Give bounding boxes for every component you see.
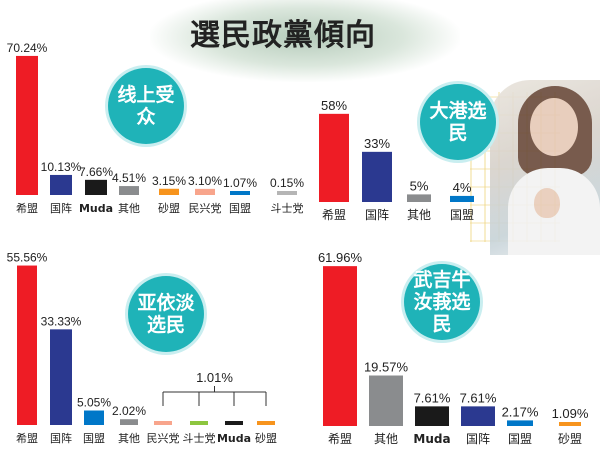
category-label-0-0: 希盟 — [16, 201, 38, 215]
value-label-1-0: 58% — [321, 98, 347, 113]
category-label-0-5: 民兴党 — [189, 202, 222, 215]
category-label-3-2: Muda — [413, 432, 450, 446]
page-title: 選民政黨傾向 — [190, 18, 376, 53]
category-label-0-6: 国盟 — [229, 202, 251, 215]
bar-3-5 — [559, 422, 581, 426]
category-label-2-3: 其他 — [118, 432, 140, 445]
category-label-3-3: 国阵 — [466, 432, 490, 446]
value-label-3-5: 1.09% — [552, 406, 589, 421]
value-label-3-0: 61.96% — [318, 250, 363, 265]
bar-2-6 — [225, 421, 243, 425]
hand-shape — [534, 188, 560, 218]
category-label-3-4: 国盟 — [508, 432, 532, 446]
bar-0-3 — [119, 186, 139, 195]
value-label-1-2: 5% — [410, 178, 429, 193]
value-label-2-2: 5.05% — [77, 396, 111, 410]
category-label-0-3: 其他 — [118, 202, 140, 215]
bar-2-4 — [154, 421, 172, 425]
chart-title-ayitan: 亚依淡选民 — [128, 276, 204, 352]
category-label-2-0: 希盟 — [16, 431, 38, 445]
bar-2-3 — [120, 419, 138, 425]
bar-3-1 — [369, 375, 403, 426]
value-label-2-1: 33.33% — [41, 314, 82, 328]
category-label-2-5: 斗士党 — [183, 432, 216, 445]
bar-2-5 — [190, 421, 208, 425]
value-label-2-0: 55.56% — [7, 251, 48, 265]
category-label-2-7: 砂盟 — [255, 432, 277, 445]
bar-1-0 — [319, 113, 349, 202]
category-label-1-3: 国盟 — [450, 208, 474, 222]
value-label-3-1: 19.57% — [364, 360, 409, 375]
bar-3-2 — [415, 406, 449, 426]
category-label-2-4: 民兴党 — [147, 432, 180, 445]
value-label-0-7: 0.15% — [270, 176, 304, 190]
chart-title-dagang: 大港选民 — [420, 84, 496, 160]
bar-0-7 — [277, 191, 297, 195]
category-label-0-4: 砂盟 — [158, 202, 180, 215]
bar-1-3 — [450, 195, 474, 202]
value-label-0-1: 10.13% — [41, 160, 82, 174]
brush-stroke-decoration — [150, 0, 460, 82]
category-label-3-5: 砂盟 — [558, 432, 582, 446]
bar-3-4 — [507, 420, 533, 426]
value-label-3-3: 7.61% — [460, 390, 497, 405]
bar-0-0 — [16, 55, 38, 195]
value-label-2-3: 2.02% — [112, 404, 146, 418]
bar-2-7 — [257, 421, 275, 425]
value-label-0-4: 3.15% — [152, 174, 186, 188]
value-label-0-3: 4.51% — [112, 171, 146, 185]
woman-photo — [490, 80, 600, 255]
value-label-3-2: 7.61% — [414, 390, 451, 405]
bar-0-4 — [159, 188, 179, 195]
category-label-1-2: 其他 — [407, 208, 431, 222]
bar-0-5 — [195, 188, 215, 195]
value-label-0-0: 70.24% — [7, 41, 48, 55]
bar-1-1 — [362, 151, 392, 202]
bar-1-2 — [407, 194, 431, 202]
value-label-1-1: 33% — [364, 136, 390, 151]
category-label-2-6: Muda — [217, 432, 251, 445]
category-label-3-0: 希盟 — [328, 431, 352, 446]
value-label-1-3: 4% — [453, 180, 472, 195]
bar-2-2 — [84, 410, 104, 425]
face-shape — [530, 98, 578, 156]
value-label-3-4: 2.17% — [502, 404, 539, 419]
category-label-2-1: 国阵 — [50, 431, 72, 445]
bar-3-0 — [323, 266, 357, 426]
value-label-0-6: 1.07% — [223, 176, 257, 190]
category-label-0-1: 国阵 — [50, 201, 72, 215]
category-label-0-2: Muda — [79, 202, 113, 215]
chart-title-bukit: 武吉牛汝莪选民 — [404, 264, 480, 340]
value-label-0-2: 7.66% — [79, 165, 113, 179]
category-label-2-2: 国盟 — [83, 432, 105, 445]
category-label-3-1: 其他 — [374, 432, 398, 446]
bar-3-3 — [461, 406, 495, 426]
bar-0-2 — [85, 179, 107, 195]
chart-title-online: 线上受众 — [108, 68, 184, 144]
value-label-0-5: 3.10% — [188, 174, 222, 188]
bar-0-1 — [50, 174, 72, 195]
shared-value-label: 1.01% — [196, 370, 233, 385]
bar-2-0 — [17, 265, 37, 425]
bar-0-6 — [230, 191, 250, 195]
category-label-0-7: 斗士党 — [271, 202, 304, 215]
category-label-1-1: 国阵 — [365, 208, 389, 222]
category-label-1-0: 希盟 — [322, 207, 346, 222]
bar-2-1 — [50, 329, 72, 425]
